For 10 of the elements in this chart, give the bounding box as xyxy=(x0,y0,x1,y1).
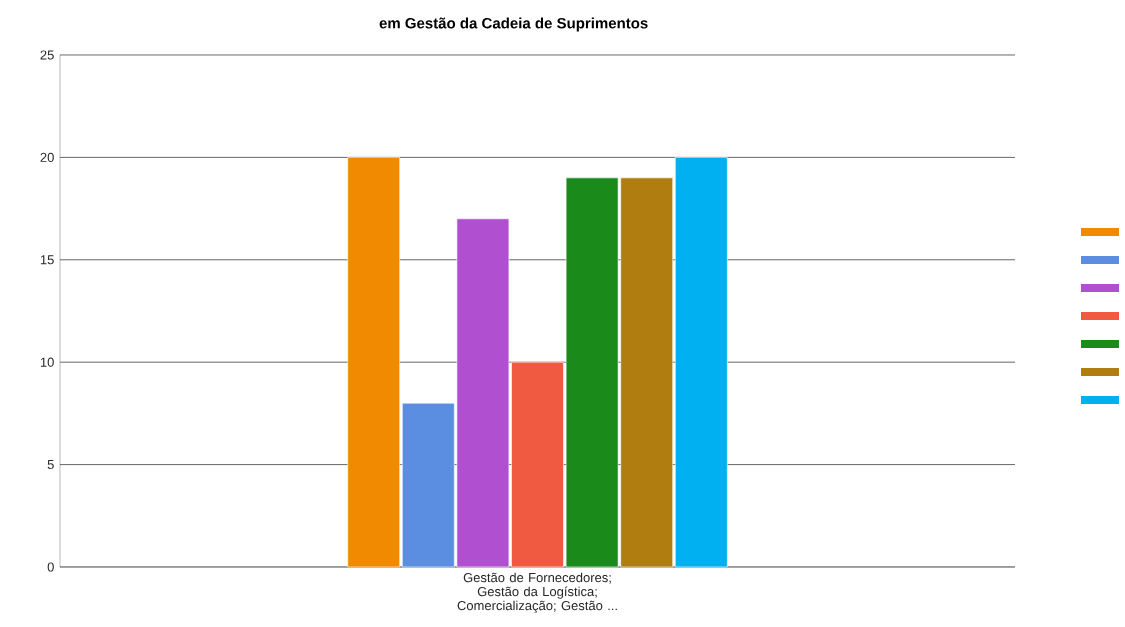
bar xyxy=(675,157,728,568)
chart-title: em Gestão da Cadeia de Suprimentos xyxy=(379,17,648,32)
y-tick-label: 10 xyxy=(40,357,54,367)
y-tick-label: 5 xyxy=(47,460,54,470)
bar xyxy=(347,157,401,568)
y-tick-label: 20 xyxy=(40,152,54,162)
y-tick-label: 15 xyxy=(40,255,54,265)
y-tick-label: 0 xyxy=(47,562,54,572)
y-tick-label: 25 xyxy=(40,50,54,60)
x-tick-label: Gestão de Fornecedores; Gestão da Logística; Comercialização; Gestão ... xyxy=(457,572,617,613)
